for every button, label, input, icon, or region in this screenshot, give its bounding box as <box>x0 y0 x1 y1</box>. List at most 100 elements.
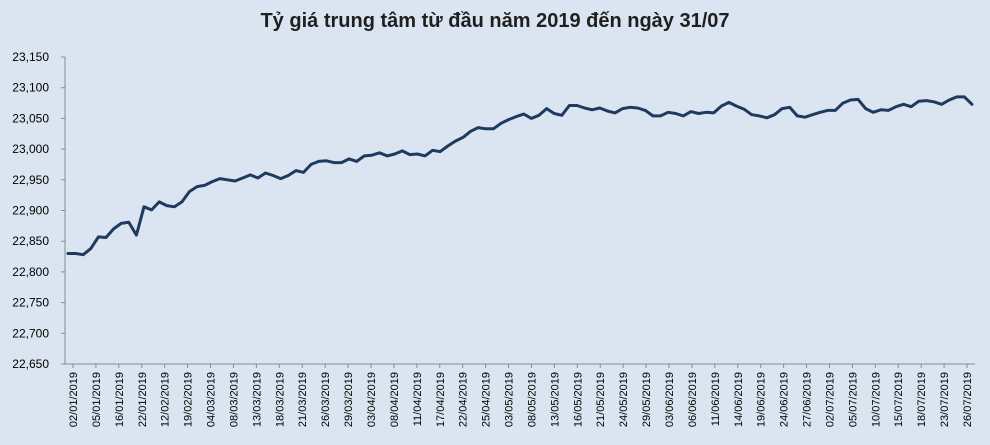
x-tick-label: 22/04/2019 <box>458 372 470 427</box>
x-tick-label: 27/06/2019 <box>802 372 814 427</box>
data-point <box>347 157 351 161</box>
data-point <box>932 100 936 104</box>
x-tick-label: 03/04/2019 <box>366 372 378 427</box>
x-tick-label: 03/06/2019 <box>664 372 676 427</box>
data-point <box>910 105 913 108</box>
data-point <box>940 103 943 106</box>
data-point <box>165 204 168 207</box>
data-point <box>150 208 153 212</box>
data-point <box>378 151 381 154</box>
data-point <box>81 253 85 256</box>
data-point <box>469 130 472 133</box>
x-tick-label: 16/05/2019 <box>572 372 584 427</box>
x-tick-label: 11/06/2019 <box>710 372 722 426</box>
y-tick-label: 23,000 <box>12 142 49 156</box>
data-point <box>188 190 191 193</box>
x-tick-label: 15/07/2019 <box>893 372 905 427</box>
y-tick-label: 22,700 <box>12 326 49 340</box>
x-tick-label: 24/05/2019 <box>618 372 630 427</box>
data-point <box>287 174 290 177</box>
data-point <box>598 106 601 110</box>
data-point <box>256 176 260 180</box>
data-point <box>712 111 715 115</box>
data-point <box>241 176 244 180</box>
data-point <box>74 252 77 255</box>
data-point <box>439 150 442 153</box>
data-point <box>97 235 100 239</box>
data-point <box>917 100 921 103</box>
data-point <box>560 114 563 117</box>
y-tick-label: 23,150 <box>12 50 49 64</box>
y-tick-label: 22,850 <box>12 234 49 248</box>
series-line <box>66 95 974 257</box>
data-point <box>796 114 799 118</box>
x-tick-label: 24/06/2019 <box>779 372 791 427</box>
data-point <box>119 222 123 225</box>
data-point <box>818 111 822 114</box>
x-tick-label: 04/03/2019 <box>206 372 218 427</box>
data-point <box>948 98 951 102</box>
x-tick-label: 03/05/2019 <box>504 372 516 427</box>
data-point <box>393 152 396 156</box>
x-tick-label: 05/01/2019 <box>91 372 103 427</box>
x-tick-label: 14/06/2019 <box>733 372 745 427</box>
x-tick-label: 08/04/2019 <box>389 372 401 427</box>
x-tick-label: 21/05/2019 <box>595 372 607 427</box>
data-point <box>704 111 708 114</box>
data-point <box>461 136 465 139</box>
data-point <box>363 154 366 158</box>
y-tick-label: 22,650 <box>12 357 49 371</box>
data-point <box>233 179 237 183</box>
data-point <box>385 154 389 158</box>
data-point <box>606 109 609 113</box>
data-point <box>856 98 860 101</box>
x-tick-label: 22/01/2019 <box>137 372 149 427</box>
data-point <box>666 111 670 114</box>
data-point <box>522 112 525 116</box>
data-point <box>963 95 966 99</box>
data-point <box>720 104 723 108</box>
data-point <box>195 185 199 188</box>
data-point <box>332 161 336 164</box>
data-point <box>803 115 807 119</box>
x-tick-label: 05/07/2019 <box>847 372 859 427</box>
x-tick-label: 18/07/2019 <box>916 372 928 427</box>
x-tick-label: 13/05/2019 <box>549 372 561 427</box>
data-point <box>203 184 206 187</box>
data-point <box>613 111 617 115</box>
data-point <box>879 108 883 112</box>
x-tick-label: 21/03/2019 <box>297 372 309 427</box>
data-point <box>135 233 138 237</box>
data-point <box>955 95 959 99</box>
data-point <box>689 110 693 113</box>
x-tick-label: 19/02/2019 <box>183 372 195 427</box>
x-tick-label: 02/07/2019 <box>824 372 836 427</box>
x-tick-label: 26/03/2019 <box>320 372 332 427</box>
data-point <box>621 107 624 110</box>
data-point <box>834 109 837 112</box>
data-point <box>157 200 161 204</box>
x-tick-label: 13/03/2019 <box>251 372 263 427</box>
data-point <box>568 104 571 107</box>
data-point <box>454 139 457 143</box>
data-point <box>66 252 70 255</box>
data-point <box>644 109 647 112</box>
data-point <box>408 153 412 156</box>
y-tick-label: 22,800 <box>12 265 49 279</box>
y-axis: 22,650 22,700 22,750 22,800 22,850 22,900 22,9… <box>12 50 66 371</box>
data-point <box>674 112 677 115</box>
x-tick-label: 02/01/2019 <box>68 372 80 427</box>
data-point <box>104 236 108 239</box>
data-point <box>507 118 510 121</box>
data-point <box>530 117 533 120</box>
x-tick-label: 23/07/2019 <box>939 372 951 427</box>
data-point <box>416 152 419 156</box>
data-point <box>142 205 146 209</box>
x-tick-label: 18/03/2019 <box>274 372 286 427</box>
data-point <box>370 154 374 157</box>
x-tick-label: 10/07/2019 <box>870 372 882 427</box>
data-point <box>112 227 115 231</box>
data-point <box>697 112 700 115</box>
data-point <box>180 200 184 204</box>
